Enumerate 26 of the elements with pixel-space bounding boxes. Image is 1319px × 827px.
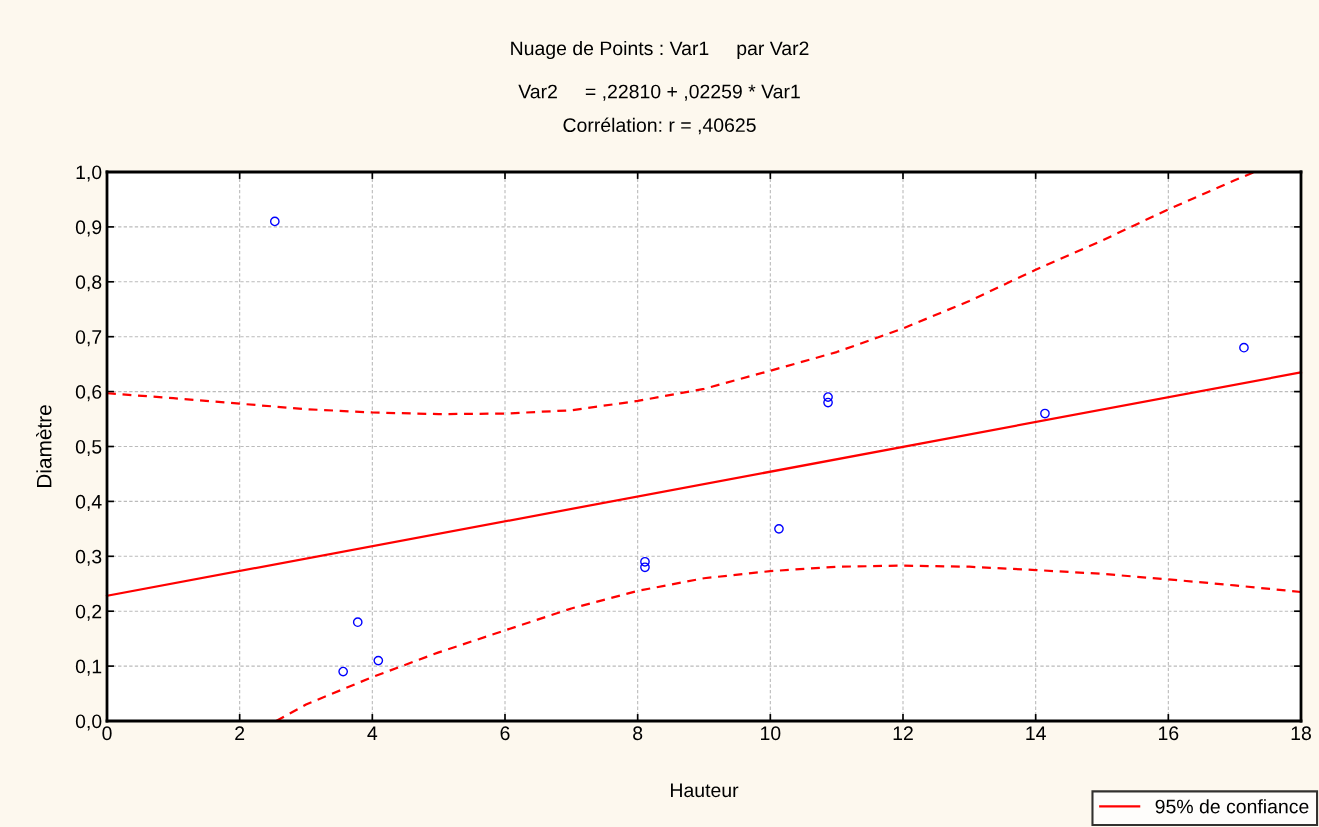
y-tick-label: 0,7 (75, 330, 102, 347)
y-tick-label: 1,0 (76, 165, 102, 182)
x-tick-label: 10 (761, 726, 781, 741)
y-tick-label: 0,9 (75, 220, 102, 237)
y-tick-label: 0,6 (75, 385, 102, 402)
y-tick-label: 0,1 (75, 659, 102, 676)
chart-title: Nuage de Points : Var1 par Var2 (511, 40, 809, 60)
y-tick-label: 0,3 (75, 549, 102, 566)
x-tick-label: 18 (1291, 726, 1311, 741)
y-tick-label: 0,8 (75, 275, 102, 292)
y-tick-label: 0,4 (75, 494, 102, 511)
x-tick-label: 2 (235, 726, 245, 740)
y-tick-label: 0,2 (75, 604, 102, 621)
x-tick-label: 14 (1026, 726, 1046, 740)
y-tick-label: 0,5 (75, 439, 102, 457)
y-axis-title: Diamètre (36, 405, 52, 488)
chart-subtitle: Var2 = ,22810 + ,02259 * Var1 Corrélation: r = ,40625 (518, 84, 800, 135)
x-tick-label: 4 (367, 726, 378, 740)
legend-label: 95% de confiance (1155, 799, 1309, 814)
x-tick-label: 8 (633, 726, 643, 741)
x-tick-label: 0 (102, 726, 112, 741)
x-tick-label: 12 (893, 726, 913, 740)
x-tick-label: 16 (1159, 726, 1179, 741)
y-tick-label: 0,0 (75, 714, 102, 731)
x-axis-title: Hauteur (671, 783, 739, 798)
x-tick-label: 6 (500, 726, 510, 741)
